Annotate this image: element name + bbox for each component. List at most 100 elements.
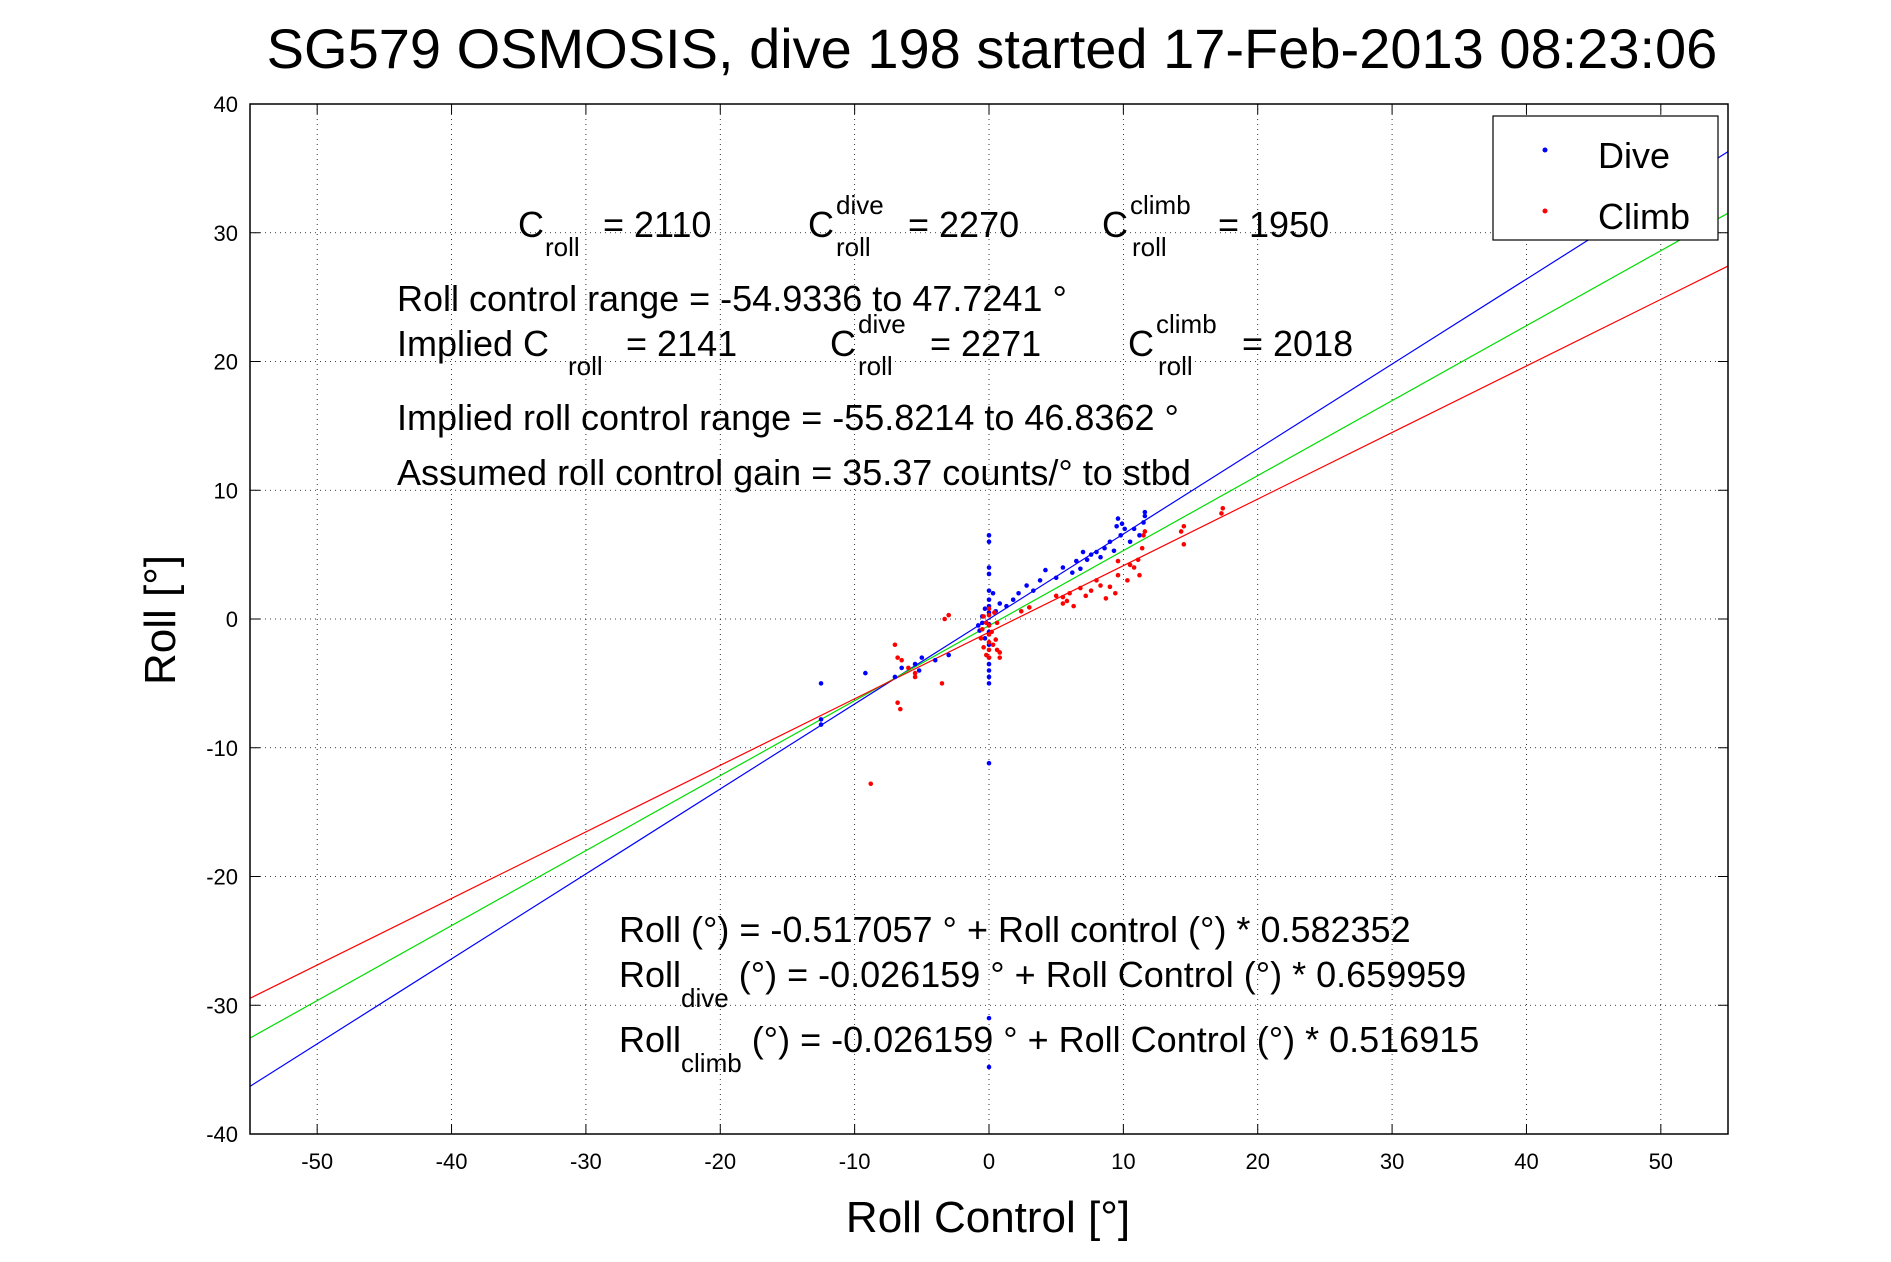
implied-c-roll-sub: roll [568,351,603,381]
climb-point [986,612,992,618]
c-roll-dive-value: = 2270 [908,204,1019,245]
climb-point [981,645,986,650]
dive-point [1010,597,1016,602]
dive-point [899,665,904,671]
climb-point [986,623,992,628]
x-tick-label: -20 [704,1149,736,1174]
dive-point [1141,520,1146,525]
dive-point [982,636,988,641]
dive-point [1070,570,1075,575]
dive-point [986,1015,992,1021]
dive-point [1098,554,1103,560]
c-roll-value: = 2110 [603,204,711,245]
y-tick-label: 10 [214,478,238,503]
climb-point [1107,584,1113,590]
dive-point [975,623,981,628]
dive-point [979,620,985,626]
dive-point [1024,583,1029,588]
x-tick-label: -50 [301,1149,333,1174]
dive-point [1080,549,1086,555]
dive-point [1131,526,1137,532]
annotation-gain: Assumed roll control gain = 35.37 counts… [397,452,1191,493]
climb-point [892,642,898,648]
dive-point [1119,521,1125,527]
chart-title: SG579 OSMOSIS, dive 198 started 17-Feb-2… [267,17,1718,80]
climb-point [997,650,1003,655]
fit-climb-prefix: Roll [619,1019,681,1060]
dive-point [986,571,992,577]
implied-c-roll-dive-sup: dive [858,309,906,339]
y-tick-label: -30 [206,993,238,1018]
fit-dive-prefix: Roll [619,954,681,995]
dive-point [986,565,992,570]
dive-point [818,722,824,727]
c-roll-climb-sub: roll [1132,232,1167,262]
dive-point [986,588,992,593]
climb-point [912,670,918,676]
c-roll-dive-letter: C [808,204,834,245]
implied-c-roll-letter: Implied C [397,323,549,364]
dive-point [892,674,898,680]
climb-point [1094,578,1099,583]
climb-point [978,636,984,641]
climb-point [1135,557,1141,563]
dive-point [1084,557,1090,563]
climb-point [1060,594,1066,600]
fit-dive-rest: (°) = -0.026159 ° + Roll Control (°) * 0… [729,954,1467,995]
dive-point [986,760,992,766]
implied-c-roll-climb-value: = 2018 [1242,323,1353,364]
dive-point [982,606,988,611]
climb-point [898,706,903,712]
y-tick-label: -10 [206,736,238,761]
climb-point [868,781,874,787]
dive-point [932,657,938,663]
implied-c-roll-climb-sup: climb [1156,309,1217,339]
legend: Dive Climb [1492,115,1719,241]
dive-point [1016,590,1021,596]
annotation-fit-all: Roll (°) = -0.517057 ° + Roll control (°… [619,909,1411,950]
climb-point [993,637,999,642]
climb-point [1018,608,1024,614]
climb-point [986,606,992,611]
climb-point [994,620,1000,626]
dive-point [1031,588,1036,593]
dive-point [1115,516,1121,521]
c-roll-climb-letter: C [1102,204,1128,245]
climb-point [981,614,986,619]
c-roll-sub: roll [545,232,580,262]
annotation-fit-dive: Rolldive (°) = -0.026159 ° + Roll Contro… [619,954,1466,1013]
climb-point [1137,572,1142,578]
c-roll-dive-sup: dive [836,190,884,220]
annotation-range: Roll control range = -54.9336 to 47.7241… [397,278,1067,319]
y-tick-label: 30 [214,221,238,246]
climb-point [986,647,992,653]
climb-point [1127,562,1133,568]
climb-point [1053,593,1059,599]
y-tick-label: 40 [214,92,238,117]
climb-point [895,700,900,705]
implied-c-roll-climb-sub: roll [1158,351,1193,381]
dive-point [1053,575,1059,581]
y-tick-label: 20 [214,350,238,375]
climb-point [1071,603,1076,609]
annotation-fit-climb: Rollclimb (°) = -0.026159 ° + Roll Contr… [619,1019,1479,1078]
dive-point [997,601,1003,606]
climb-point [1131,565,1137,570]
dive-point [919,655,925,660]
dive-point [986,597,992,602]
climb-point [1113,590,1118,596]
climb-point [899,657,904,663]
climb-point [992,610,997,615]
data-points [818,505,1226,1070]
annotation-implied-range: Implied roll control range = -55.8214 to… [397,397,1179,438]
climb-point [1078,585,1083,591]
climb-point [1027,605,1032,610]
c-roll-climb-sup: climb [1130,190,1191,220]
fit-dive-sub: dive [681,983,729,1013]
dive-point [986,661,992,667]
climb-point [990,642,996,648]
climb-point [1142,529,1148,534]
climb-point [906,665,911,671]
x-tick-label: -30 [570,1149,602,1174]
